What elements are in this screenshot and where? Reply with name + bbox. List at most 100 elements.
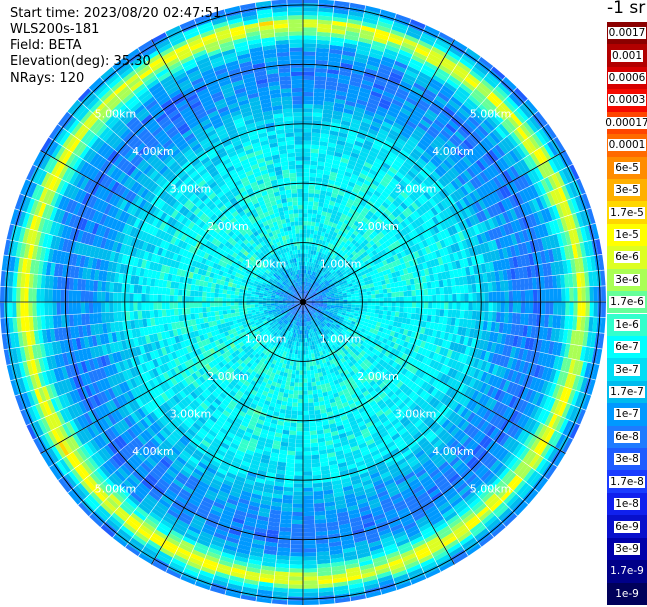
ppi-cell	[484, 331, 491, 342]
ppi-cell	[311, 310, 316, 314]
ppi-cell	[457, 86, 471, 98]
ppi-cell	[463, 409, 473, 421]
ppi-cell	[440, 129, 452, 140]
ppi-cell	[540, 162, 552, 177]
ppi-cell	[316, 234, 321, 240]
ppi-cell	[437, 272, 443, 281]
ppi-cell	[421, 239, 429, 248]
ppi-cell	[410, 19, 426, 29]
ppi-cell	[305, 257, 308, 262]
ppi-cell	[476, 302, 481, 311]
ppi-cell	[404, 335, 411, 343]
ppi-cell	[471, 130, 483, 143]
ppi-cell	[558, 260, 565, 275]
ppi-cell	[495, 464, 508, 478]
ppi-cell	[383, 140, 394, 148]
ppi-cell	[367, 302, 372, 306]
ppi-cell	[361, 226, 368, 233]
ppi-cell	[391, 418, 400, 427]
ppi-cell	[436, 362, 444, 372]
ppi-cell	[369, 183, 378, 191]
ppi-cell	[481, 490, 495, 503]
ppi-cell	[281, 506, 293, 512]
ppi-cell	[486, 385, 495, 397]
ppi-cell	[540, 276, 546, 290]
ppi-cell	[382, 219, 390, 227]
ppi-cell	[311, 285, 315, 289]
ppi-cell	[417, 249, 424, 257]
ppi-cell	[387, 230, 395, 238]
ppi-cell	[408, 204, 416, 213]
ppi-cell	[318, 239, 323, 245]
ppi-cell	[386, 329, 392, 336]
ppi-cell	[364, 393, 372, 401]
ppi-cell	[306, 233, 311, 238]
ppi-cell	[309, 294, 314, 298]
ppi-cell	[452, 68, 467, 80]
ppi-cell	[498, 248, 505, 260]
ppi-cell	[532, 456, 544, 471]
ppi-cell	[303, 507, 314, 513]
ppi-cell	[470, 255, 477, 266]
ppi-cell	[432, 138, 444, 149]
ppi-cell	[457, 353, 465, 363]
ppi-cell	[314, 409, 321, 415]
ppi-cell	[328, 288, 334, 292]
ppi-cell	[383, 344, 390, 351]
ppi-cell	[375, 240, 382, 248]
ppi-cell	[443, 450, 455, 461]
ppi-cell	[417, 410, 427, 419]
ppi-cell	[492, 128, 504, 142]
ppi-cell	[291, 369, 296, 375]
ppi-cell	[317, 23, 332, 29]
ppi-cell	[376, 154, 386, 162]
ppi-cell	[314, 282, 319, 287]
ppi-cell	[327, 314, 332, 319]
ppi-cell	[303, 285, 305, 290]
ppi-cell	[484, 361, 492, 373]
ppi-cell	[457, 268, 463, 278]
ppi-cell	[399, 383, 407, 392]
ppi-cell	[308, 270, 312, 275]
ppi-cell	[316, 169, 324, 175]
ppi-cell	[348, 356, 355, 362]
ppi-cell	[441, 174, 451, 185]
ppi-cell	[396, 380, 404, 389]
ppi-cell	[417, 122, 429, 132]
ppi-cell	[448, 545, 464, 558]
ppi-cell	[548, 206, 557, 221]
ppi-cell	[327, 337, 332, 343]
ppi-cell	[583, 241, 591, 257]
ppi-cell	[322, 113, 333, 119]
ppi-cell	[315, 238, 320, 244]
ppi-cell	[384, 173, 393, 181]
ppi-cell	[522, 402, 532, 416]
ppi-cell	[366, 220, 374, 227]
ppi-cell	[362, 291, 368, 296]
ppi-cell	[423, 288, 429, 296]
ppi-cell	[318, 286, 323, 291]
ppi-cell	[315, 381, 321, 386]
ppi-cell	[340, 337, 346, 342]
ppi-cell	[402, 104, 414, 113]
ppi-cell	[479, 210, 488, 222]
ppi-cell	[386, 440, 396, 449]
ppi-cell	[383, 306, 388, 311]
ppi-cell	[371, 366, 379, 374]
ppi-cell	[362, 308, 368, 312]
ppi-cell	[598, 254, 605, 271]
ppi-cell	[498, 322, 504, 334]
ppi-cell	[369, 328, 375, 334]
ppi-cell	[363, 161, 373, 169]
ppi-cell	[425, 229, 433, 238]
ppi-cell	[372, 82, 386, 91]
ppi-cell	[330, 330, 335, 335]
ppi-cell	[358, 91, 370, 99]
ppi-cell	[448, 473, 460, 484]
ppi-cell	[432, 518, 447, 530]
ppi-cell	[395, 439, 406, 448]
ppi-cell	[529, 376, 538, 390]
ppi-cell	[522, 121, 535, 136]
ppi-cell	[447, 358, 454, 368]
ppi-cell	[340, 182, 348, 189]
